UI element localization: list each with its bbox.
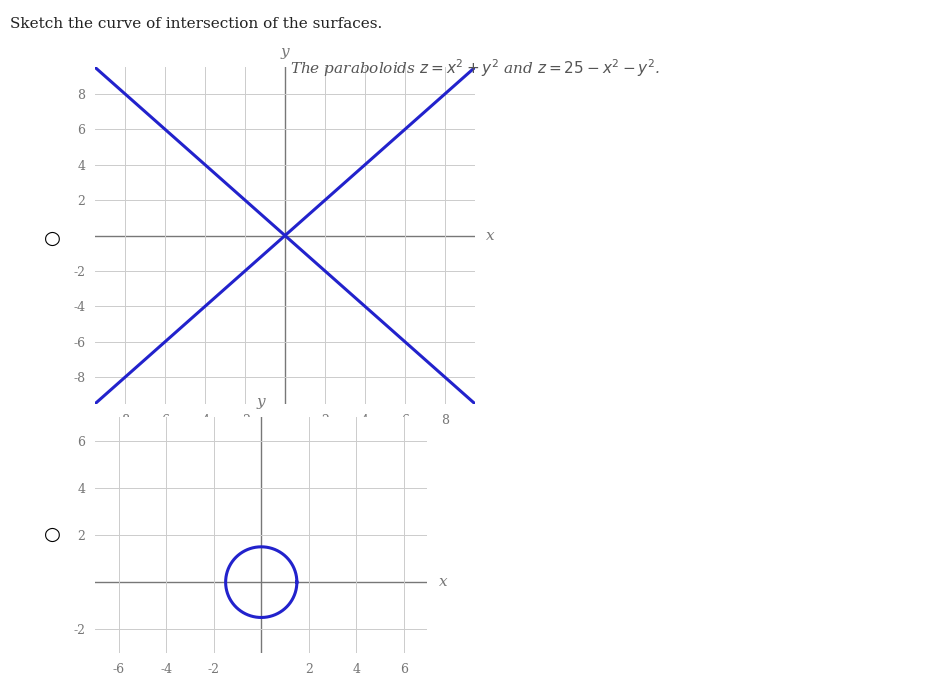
Text: x: x <box>486 229 495 242</box>
Text: y: y <box>280 45 290 59</box>
Text: x: x <box>439 575 447 589</box>
Text: The paraboloids $z = x^2 + y^2$ and $z = 25 - x^2 - y^2$.: The paraboloids $z = x^2 + y^2$ and $z =… <box>290 57 660 79</box>
Text: ○: ○ <box>44 230 61 248</box>
Text: ○: ○ <box>44 526 61 544</box>
Text: y: y <box>256 395 266 409</box>
Text: Sketch the curve of intersection of the surfaces.: Sketch the curve of intersection of the … <box>10 17 382 31</box>
